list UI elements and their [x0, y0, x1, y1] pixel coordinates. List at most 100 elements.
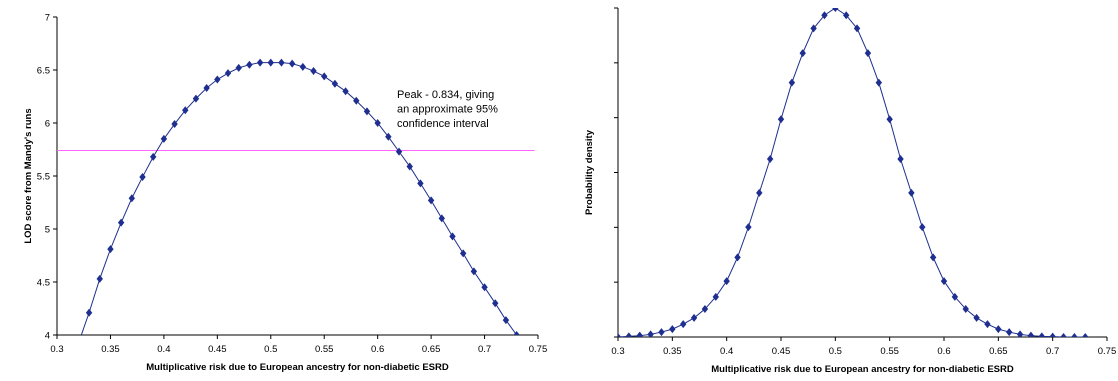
data-point-marker	[203, 84, 210, 93]
data-point-marker	[669, 325, 676, 334]
data-point-marker	[417, 179, 424, 188]
x-tick-label: 0.45	[208, 344, 227, 355]
data-point-marker	[438, 214, 445, 223]
data-point-marker	[299, 62, 307, 71]
data-point-marker	[864, 49, 872, 58]
data-point-marker	[756, 188, 763, 197]
data-point-marker	[951, 292, 959, 301]
data-point-marker	[278, 58, 285, 67]
y-tick-label: 6	[45, 119, 50, 130]
plot-area	[57, 58, 535, 379]
x-tick-label: 0.55	[880, 346, 899, 357]
x-tick-label: 0.6	[371, 344, 384, 355]
data-point-marker	[267, 58, 274, 67]
data-point-marker	[1016, 330, 1024, 337]
data-point-marker	[1071, 333, 1078, 337]
data-point-marker	[625, 332, 633, 337]
data-point-marker	[1060, 333, 1067, 337]
x-tick-label: 0.45	[772, 346, 791, 357]
y-tick-label: 4	[45, 331, 50, 342]
data-point-marker	[395, 147, 403, 156]
data-point-marker	[734, 253, 741, 262]
data-point-marker	[777, 115, 785, 124]
data-point-marker	[788, 78, 796, 87]
x-tick-label: 0.4	[720, 346, 733, 357]
data-point-marker	[449, 232, 456, 241]
data-point-marker	[984, 320, 991, 329]
data-point-marker	[64, 371, 70, 379]
data-point-marker	[256, 58, 264, 67]
data-point-marker	[1027, 331, 1035, 337]
data-point-marker	[75, 339, 81, 347]
data-point-marker	[128, 194, 136, 203]
data-point-marker	[766, 155, 774, 164]
y-tick-label: 4.5	[37, 278, 50, 289]
data-point-marker	[182, 106, 189, 115]
data-point-marker	[150, 152, 157, 161]
x-tick-label: 0.7	[478, 344, 491, 355]
x-tick-label: 0.5	[829, 346, 842, 357]
data-point-marker	[331, 79, 339, 88]
peak-annotation-line: confidence interval	[397, 118, 489, 130]
data-point-marker	[353, 96, 360, 105]
data-point-marker	[929, 253, 937, 262]
x-tick-label: 0.5	[264, 344, 277, 355]
data-point-marker	[107, 245, 114, 254]
data-point-marker	[919, 223, 926, 232]
data-point-marker	[246, 60, 253, 69]
y-tick-label: 7	[45, 13, 50, 24]
data-point-marker	[321, 72, 328, 81]
data-point-marker	[1006, 328, 1013, 337]
peak-annotation-line: Peak - 0.834, giving	[397, 89, 494, 101]
data-point-marker	[618, 333, 622, 337]
data-point-marker	[853, 24, 861, 33]
data-point-marker	[171, 120, 178, 129]
data-point-marker	[821, 11, 828, 20]
data-point-marker	[459, 249, 467, 258]
data-point-marker	[385, 132, 392, 141]
data-point-marker	[492, 299, 499, 308]
data-point-marker	[481, 283, 488, 292]
data-point-marker	[502, 316, 510, 325]
data-point-marker	[1049, 332, 1056, 337]
data-point-marker	[897, 155, 904, 164]
data-point-marker	[908, 188, 915, 197]
data-point-marker	[96, 274, 103, 283]
data-point-marker	[940, 277, 948, 286]
series-line	[618, 8, 1086, 337]
data-point-marker	[886, 115, 893, 124]
data-point-marker	[875, 78, 882, 87]
x-tick-label: 0.7	[1046, 346, 1059, 357]
y-tick-label: 5.5	[37, 172, 50, 183]
data-point-marker	[85, 308, 93, 317]
x-tick-label: 0.35	[663, 346, 682, 357]
data-point-marker	[973, 313, 980, 322]
peak-annotation-line: an approximate 95%	[397, 104, 498, 116]
x-tick-label: 0.35	[101, 344, 120, 355]
x-tick-label: 0.3	[611, 346, 624, 357]
data-point-marker	[658, 328, 665, 337]
y-axis-title: LOD score from Mandy's runs	[23, 108, 34, 243]
data-point-marker	[636, 331, 643, 337]
x-axis-title: Multiplicative risk due to European ance…	[146, 362, 449, 373]
data-point-marker	[288, 59, 296, 68]
data-point-marker	[470, 267, 478, 276]
data-point-marker	[745, 223, 752, 232]
data-point-marker	[235, 63, 242, 72]
data-point-marker	[799, 49, 806, 58]
data-point-marker	[1038, 332, 1045, 337]
data-point-marker	[690, 313, 698, 322]
x-tick-label: 0.75	[529, 344, 548, 355]
data-point-marker	[214, 75, 221, 84]
lod-score-chart: 0.3 0.35 0.4 0.45 0.5 0.55 0.6 0.65 0.7 0.75 4 4.5 5…	[23, 13, 548, 379]
x-tick-label: 0.3	[50, 344, 63, 355]
data-point-marker	[342, 87, 349, 96]
data-point-marker	[139, 173, 146, 182]
x-tick-label: 0.4	[157, 344, 170, 355]
data-point-marker	[192, 94, 200, 103]
probability-density-chart: 0.3 0.35 0.4 0.45 0.5 0.55 0.6 0.65 0.7 0.75 Multi…	[584, 7, 1116, 375]
data-point-marker	[363, 107, 371, 116]
data-point-marker	[374, 119, 381, 127]
data-point-marker	[310, 67, 317, 76]
x-axis-title: Multiplicative risk due to European ance…	[711, 364, 1014, 375]
